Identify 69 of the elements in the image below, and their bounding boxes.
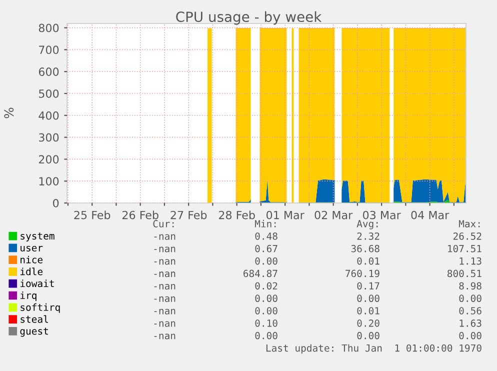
text: 0.01 — [357, 307, 380, 314]
text: 0.67 — [255, 244, 278, 252]
y-tick-label: 0 — [53, 198, 59, 208]
chart-title: CPU usage - by week — [176, 11, 322, 25]
text: 0.00 — [459, 294, 482, 302]
text: 0.17 — [357, 282, 380, 290]
x-tick-label: 28 Feb — [218, 210, 255, 220]
text: 1.63 — [460, 320, 482, 327]
y-axis-title: % — [4, 108, 14, 118]
text: 0.00 — [255, 332, 278, 340]
legend-label: iowait — [20, 280, 54, 288]
text: 684.87 — [244, 270, 278, 278]
text: 107.51 — [448, 244, 482, 252]
text: 0.00 — [255, 307, 278, 314]
legend-label: softirq — [20, 303, 60, 313]
legend-label: idle — [20, 268, 43, 276]
x-tick-label: 04 Mar — [411, 210, 450, 220]
x-tick-label: 02 Mar — [314, 210, 353, 220]
text: 0.56 — [459, 307, 482, 314]
text: -nan — [154, 272, 176, 278]
text: 0.00 — [459, 332, 482, 340]
y-tick-label: 800 — [38, 24, 59, 32]
text: 0.20 — [357, 320, 380, 327]
text: Max: — [458, 220, 480, 228]
text: 0.00 — [357, 332, 380, 340]
x-tick-label: 01 Mar — [266, 210, 304, 220]
text: 0.10 — [255, 320, 278, 327]
text: 0.02 — [255, 282, 278, 290]
y-tick-label: 400 — [38, 111, 59, 120]
text: 0.01 — [357, 257, 380, 265]
text: Last update: Thu Jan 1 01:00:00 1970 — [266, 344, 482, 354]
text: -nan — [154, 246, 176, 252]
text: 36.68 — [351, 244, 380, 252]
legend-label: irq — [20, 292, 36, 301]
text: 0.00 — [255, 294, 278, 302]
text: -nan — [154, 334, 176, 340]
x-tick-label: 03 Mar — [362, 210, 401, 220]
text: 0.48 — [255, 232, 278, 240]
text: 8.98 — [459, 282, 482, 290]
y-tick-label: 700 — [39, 46, 59, 54]
text: 26.52 — [453, 232, 482, 240]
text: 1.13 — [460, 257, 482, 265]
text: -nan — [154, 259, 176, 265]
text: Avg: — [356, 220, 378, 230]
x-tick-label: 26 Feb — [122, 210, 158, 220]
legend-label: system — [20, 232, 54, 242]
x-tick-label: 25 Feb — [74, 210, 110, 220]
legend-label: steal — [20, 315, 48, 323]
text: -nan — [154, 321, 176, 327]
text: 0.00 — [357, 294, 380, 302]
y-tick-label: 100 — [39, 177, 59, 186]
legend-label: guest — [20, 328, 48, 337]
text: Cur: — [153, 220, 174, 228]
text: 2.32 — [357, 232, 380, 240]
text: Min: — [254, 220, 276, 228]
text: 0.00 — [255, 257, 278, 265]
y-tick-label: 300 — [39, 133, 59, 142]
text: 760.19 — [346, 270, 380, 278]
text: -nan — [154, 284, 176, 290]
text: 800.51 — [448, 270, 482, 278]
legend-label: nice — [20, 256, 43, 264]
x-tick-label: 27 Feb — [170, 210, 207, 220]
y-tick-label: 200 — [38, 155, 59, 164]
text: -nan — [154, 308, 176, 314]
y-tick-label: 600 — [38, 68, 59, 76]
text: -nan — [154, 234, 176, 240]
legend-label: user — [20, 246, 43, 252]
text: -nan — [154, 296, 176, 302]
y-tick-label: 500 — [39, 89, 59, 98]
